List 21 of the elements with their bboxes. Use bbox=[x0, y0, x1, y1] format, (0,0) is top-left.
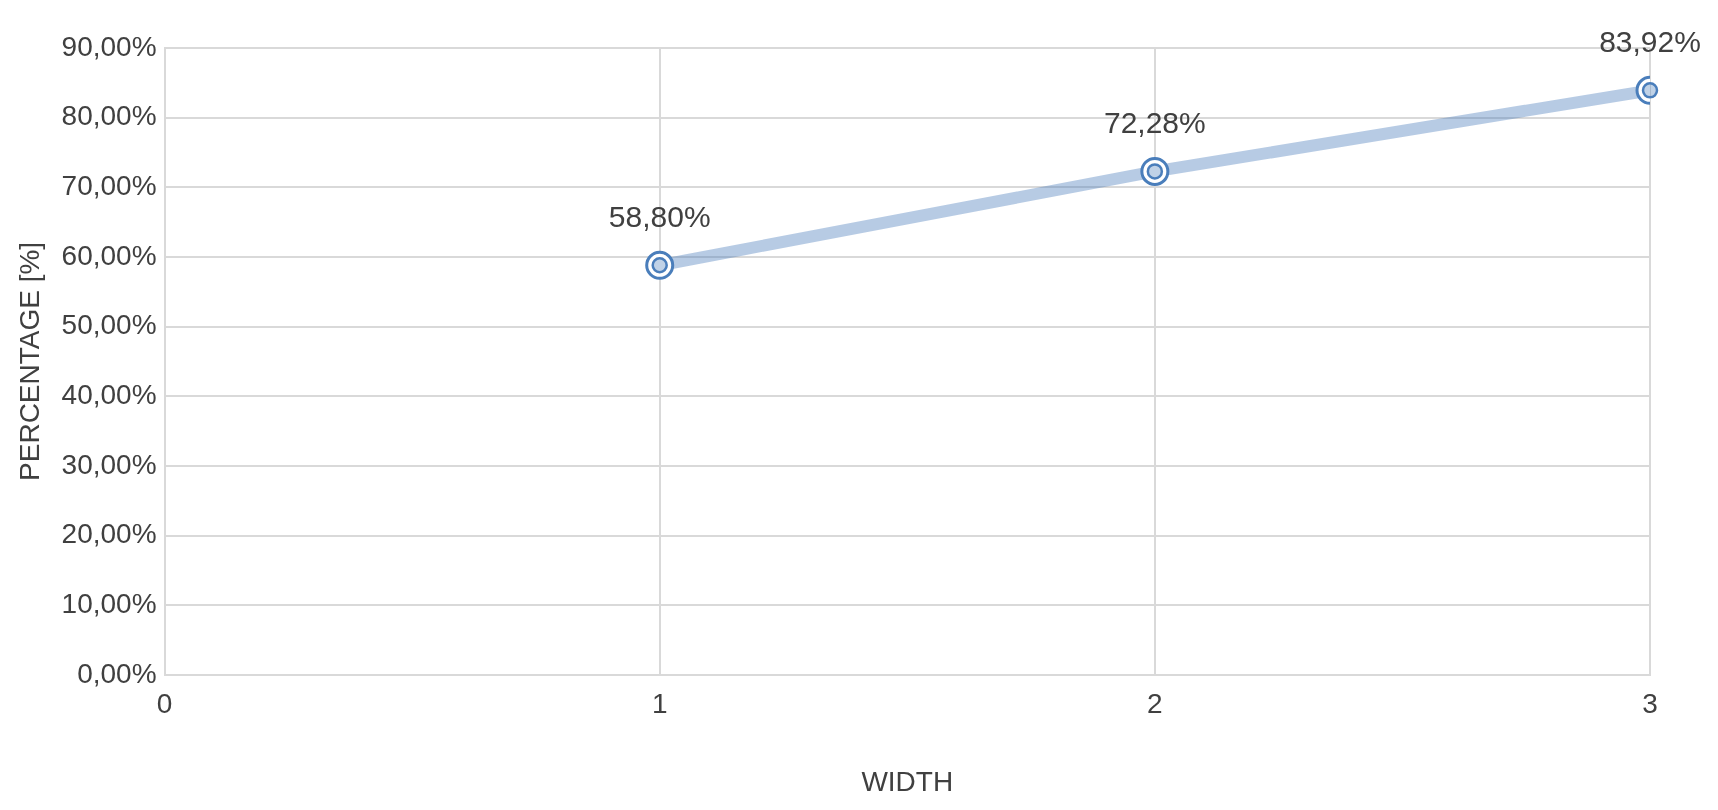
y-tick-label: 40,00% bbox=[61, 378, 157, 410]
data-label: 83,92% bbox=[1599, 24, 1701, 58]
point bbox=[1140, 156, 1170, 186]
y-tick-label: 90,00% bbox=[61, 30, 157, 62]
x-tick-label: 0 bbox=[156, 688, 173, 720]
y-tick-label: 50,00% bbox=[61, 309, 157, 341]
x-axis-title: WIDTH bbox=[861, 765, 954, 797]
y-tick-label: 20,00% bbox=[61, 518, 157, 550]
data-label: 72,28% bbox=[1103, 105, 1206, 139]
x-tick-label: 1 bbox=[651, 688, 668, 720]
y-tick-label: 60,00% bbox=[61, 239, 157, 271]
data-label: 58,80% bbox=[608, 199, 711, 233]
y-axis-title: PERCENTAGE [%] bbox=[13, 241, 45, 481]
y-tick-label: 0,00% bbox=[77, 657, 157, 689]
x-tick-label: 3 bbox=[1642, 688, 1658, 720]
y-tick-label: 80,00% bbox=[61, 100, 157, 132]
y-tick-label: 10,00% bbox=[61, 587, 157, 619]
y-tick-label: 30,00% bbox=[61, 448, 157, 480]
point bbox=[645, 250, 675, 280]
y-tick-label: 70,00% bbox=[61, 170, 157, 202]
x-tick-label: 2 bbox=[1147, 688, 1163, 720]
